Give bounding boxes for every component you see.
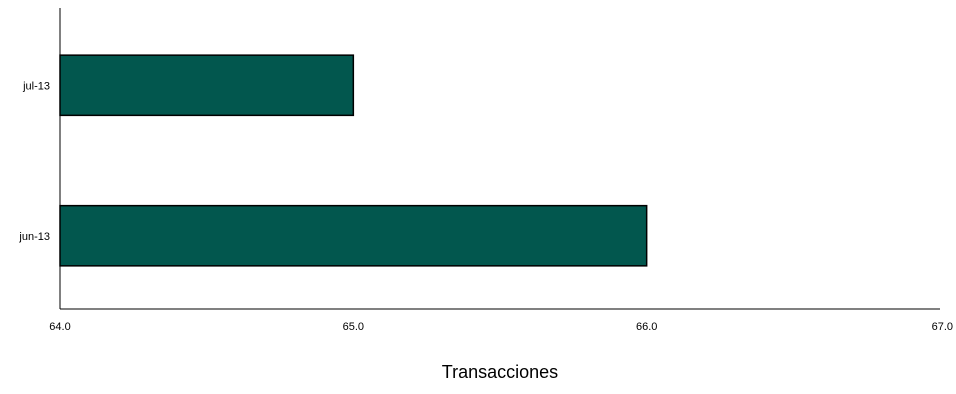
y-tick-label: jun-13	[18, 231, 50, 243]
y-tick-labels: jul-13 jun-13	[18, 80, 50, 243]
axes-group	[59, 8, 940, 310]
x-tick-label: 66.0	[636, 321, 657, 333]
y-tick-label: jul-13	[22, 80, 50, 92]
bar-jun-13	[59, 204, 648, 267]
bar-jul-13	[59, 54, 355, 117]
x-axis-title: Transacciones	[442, 362, 558, 382]
x-tick-label: 67.0	[932, 321, 953, 333]
x-tick-labels: 64.0 65.0 66.0 67.0	[49, 321, 953, 333]
bars-group	[59, 54, 648, 267]
x-tick-label: 65.0	[343, 321, 364, 333]
x-tick-label: 64.0	[49, 321, 70, 333]
